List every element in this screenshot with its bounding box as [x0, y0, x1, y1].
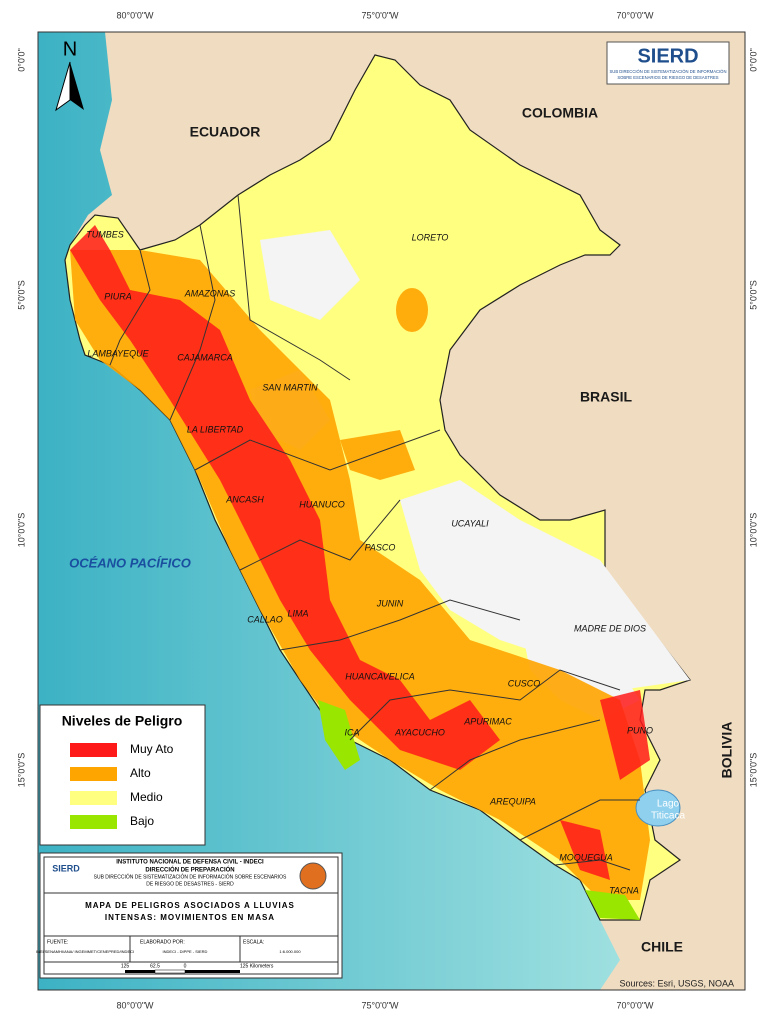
region-label: ICA	[344, 727, 359, 737]
region-label: TUMBES	[86, 229, 124, 239]
region-label: UCAYALI	[451, 518, 489, 528]
info-subdirection: SUB DIRECCIÓN DE SISTEMATIZACIÓN DE INFO…	[94, 873, 287, 880]
lake-label: Lago	[657, 799, 680, 810]
latitude-label: 15°0'0"S	[748, 753, 758, 788]
latitude-label: 10°0'0"S	[16, 513, 26, 548]
longitude-label: 80°0'0"W	[116, 10, 154, 20]
latitude-label: 10°0'0"S	[748, 513, 758, 548]
region-label: HUANUCO	[299, 499, 345, 509]
region-label: PIURA	[104, 291, 132, 301]
legend-swatch	[70, 815, 117, 829]
region-label: MADRE DE DIOS	[574, 623, 646, 633]
longitude-label: 80°0'0"W	[116, 1000, 154, 1010]
info-direction: DIRECCIÓN DE PREPARACIÓN	[145, 866, 234, 874]
latitude-label: 0°0'0"	[16, 48, 26, 72]
frame	[37, 31, 746, 991]
longitude-label: 70°0'0"W	[616, 10, 654, 20]
indeci-emblem	[299, 862, 327, 890]
longitude-label: 75°0'0"W	[361, 10, 399, 20]
north-label: N	[63, 38, 77, 60]
info-logo: SIERD	[52, 863, 80, 873]
very-high-zones	[70, 225, 650, 880]
country-label: BOLIVIA	[719, 722, 735, 779]
longitude-label: 70°0'0"W	[616, 1000, 654, 1010]
logo-box	[606, 41, 730, 85]
lake-label: Titicaca	[651, 811, 686, 822]
region-label: PUNO	[627, 725, 653, 735]
graticule: 80°0'0"W 75°0'0"W 70°0'0"W 80°0'0"W 75°0'0"W…	[16, 10, 758, 1010]
info-source: INEI/SENAMHI/ANA/ INGEMMET/CENEPRED/INDE…	[36, 949, 134, 954]
region-label: CUSCO	[508, 678, 541, 688]
logo-name: SIERD	[637, 45, 698, 67]
legend-label: Alto	[130, 766, 151, 780]
scalebar-label: 125 Kilometers	[240, 963, 274, 969]
longitude-label: 75°0'0"W	[361, 1000, 399, 1010]
low-zones	[318, 700, 640, 920]
region-label: CALLAO	[247, 614, 283, 624]
ocean-label: OCÉANO PACÍFICO	[69, 555, 191, 570]
info-box: SIERD INSTITUTO NACIONAL DE DEFENSA CIVI…	[36, 852, 343, 979]
attribution: Sources: Esri, USGS, NOAA	[619, 978, 734, 988]
region-label: MOQUEGUA	[559, 852, 613, 862]
info-institute: INSTITUTO NACIONAL DE DEFENSA CIVIL - IN…	[116, 860, 264, 866]
scalebar-label: 125	[121, 963, 130, 969]
map-area	[38, 32, 745, 990]
region-label: APURIMAC	[463, 716, 512, 726]
info-source-label: FUENTE:	[47, 939, 68, 945]
region-label: SAN MARTIN	[262, 382, 318, 392]
country-label: CHILE	[641, 939, 683, 955]
info-author: INDECI - DIPPE - SIERD	[163, 949, 208, 954]
region-label: AREQUIPA	[489, 796, 536, 806]
legend-items: Muy Ato Alto Medio Bajo	[70, 742, 174, 829]
country-label: BRASIL	[580, 389, 633, 405]
labels: ECUADOR COLOMBIA BRASIL CHILE OCÉANO PACÍFIC…	[69, 105, 683, 955]
country-label: ECUADOR	[190, 124, 261, 140]
logo-subtitle: SOBRE ESCENARIOS DE RIESGO DE DESASTRES	[617, 75, 718, 80]
region-label: AMAZONAS	[184, 288, 236, 298]
info-scale: 1:6.000.000	[279, 949, 301, 954]
logo-subtitle: SUB DIRECCIÓN DE SISTEMATIZACIÓN DE INFO…	[610, 69, 727, 74]
legend-label: Medio	[130, 790, 163, 804]
info-title: MAPA DE PELIGROS ASOCIADOS A LLUVIAS	[85, 901, 295, 910]
region-label: HUANCAVELICA	[345, 671, 415, 681]
legend-swatch	[70, 791, 117, 805]
region-label: PASCO	[365, 542, 396, 552]
info-scale-label: ESCALA:	[243, 939, 264, 945]
region-label: ANCASH	[225, 494, 264, 504]
scalebar-label: 62.5	[150, 963, 160, 969]
legend-swatch	[70, 767, 117, 781]
latitude-label: 0°0'0"	[748, 48, 758, 72]
north-arrow: N	[55, 38, 84, 112]
legend-title: Niveles de Peligro	[62, 713, 183, 729]
region-label: TACNA	[609, 885, 639, 895]
latitude-label: 15°0'0"S	[16, 753, 26, 788]
legend-label: Muy Ato	[130, 742, 174, 756]
info-title: INTENSAS: MOVIMIENTOS EN MASA	[105, 913, 275, 922]
scalebar-label: 0	[184, 963, 187, 969]
latitude-label: 5°0'0"S	[748, 280, 758, 310]
region-label: JUNIN	[376, 598, 404, 608]
region-label: CAJAMARCA	[177, 352, 233, 362]
info-subdirection: DE RIESGO DE DESASTRES - SIERD	[146, 881, 234, 887]
region-label: LAMBAYEQUE	[87, 348, 149, 358]
region-label: LORETO	[412, 232, 449, 242]
legend-label: Bajo	[130, 814, 154, 828]
department-borders	[109, 194, 640, 871]
region-label: AYACUCHO	[394, 727, 445, 737]
legend-swatch	[70, 743, 117, 757]
country-label: COLOMBIA	[522, 105, 598, 121]
info-author-label: ELABORADO POR:	[140, 939, 185, 945]
latitude-label: 5°0'0"S	[16, 280, 26, 310]
lake	[635, 789, 681, 827]
legend-box	[39, 704, 206, 846]
region-label: LIMA	[287, 608, 308, 618]
region-label: LA LIBERTAD	[187, 424, 244, 434]
